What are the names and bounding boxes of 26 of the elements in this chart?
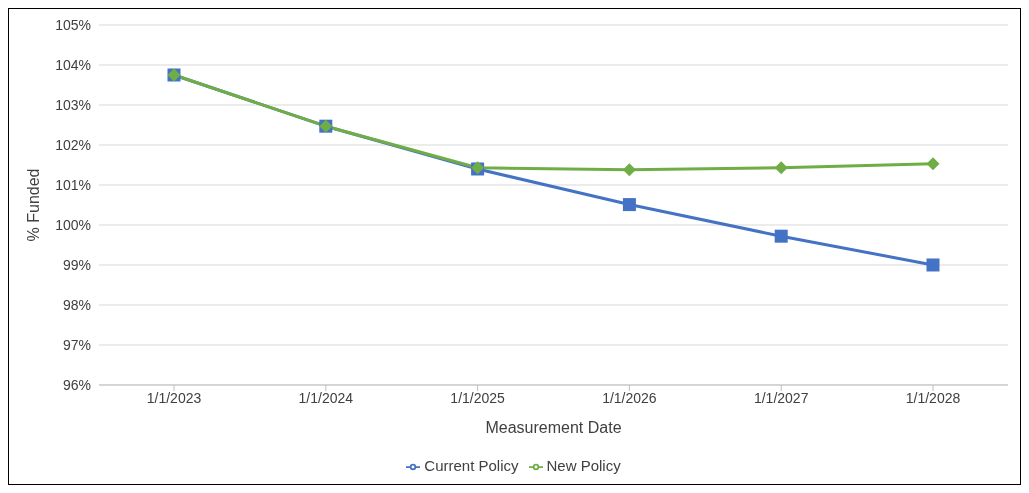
y-tick-label: 99% [62,256,91,273]
y-tick-label: 100% [55,216,91,233]
point [774,161,788,175]
legend-label: New Policy [546,456,621,474]
y-tick-label: 105% [55,16,91,33]
x-tick-label: 1/1/2027 [753,389,809,406]
x-tick-label: 1/1/2024 [298,389,354,406]
x-axis-title: Measurement Date [485,418,622,436]
y-axis-title: % Funded [24,168,42,242]
point [926,258,940,272]
point [774,229,788,243]
y-tick-label: 103% [55,96,91,113]
point [926,157,940,171]
y-tick-label: 96% [62,376,91,393]
y-tick-label: 98% [62,296,91,313]
y-tick-label: 102% [55,136,91,153]
x-tick-label: 1/1/2025 [450,389,506,406]
x-tick-label: 1/1/2023 [146,389,202,406]
y-tick-label: 101% [55,176,91,193]
x-tick-label: 1/1/2028 [905,389,961,406]
point [622,163,636,177]
y-tick-label: 97% [62,336,91,353]
legend-label: Current Policy [424,456,519,474]
x-tick-label: 1/1/2026 [602,389,657,406]
point [622,198,636,212]
y-tick-label: 104% [55,56,91,73]
